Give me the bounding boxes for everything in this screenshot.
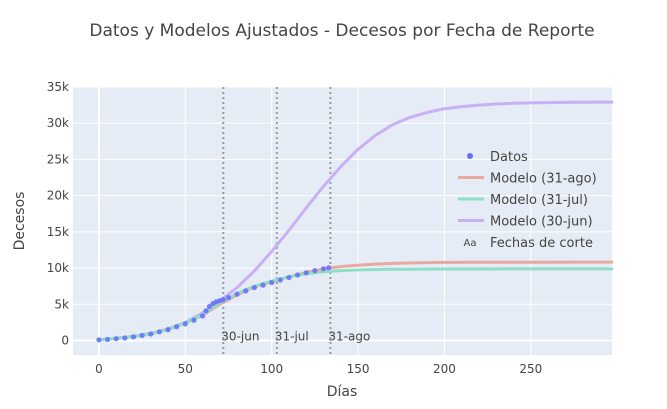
data-point (220, 296, 226, 303)
data-point (148, 331, 154, 337)
chart-title: Datos y Modelos Ajustados - Decesos por … (89, 21, 594, 41)
y-tick-label: 5k (54, 297, 69, 311)
x-tick-label: 100 (260, 362, 283, 376)
data-point (286, 274, 292, 281)
legend-text-symbol: Aa (464, 238, 477, 249)
legend-label: Modelo (31-jul) (490, 193, 588, 208)
y-tick-label: 15k (47, 225, 69, 239)
data-point (277, 277, 283, 283)
x-tick-label: 0 (95, 362, 103, 376)
data-point (260, 282, 266, 288)
data-point (206, 303, 213, 310)
data-point (165, 327, 171, 333)
data-point (234, 291, 240, 297)
y-tick-label: 30k (47, 116, 69, 130)
x-axis-title: Días (327, 384, 358, 400)
data-point (294, 272, 301, 278)
series-group (96, 100, 614, 343)
x-axis-ticks: 0 50 100 150 200 250 (95, 362, 542, 376)
legend-label: Fechas de corte (490, 236, 593, 251)
y-tick-label: 35k (47, 80, 69, 94)
y-tick-label: 20k (47, 189, 69, 203)
data-point (104, 336, 111, 343)
legend-label: Modelo (31-ago) (490, 172, 597, 187)
x-tick-label: 150 (347, 362, 370, 376)
legend-item[interactable]: Aa Fechas de corte (464, 236, 593, 251)
x-tick-label: 250 (519, 362, 542, 376)
legend-item[interactable]: Modelo (31-ago) (458, 172, 597, 187)
data-point (174, 324, 180, 330)
legend-label: Modelo (30-jun) (490, 215, 593, 230)
plot-area (73, 87, 612, 355)
data-point (122, 335, 128, 341)
data-point (303, 270, 309, 276)
legend-marker (467, 153, 473, 159)
data-point (96, 337, 102, 343)
cutoff-labels: 30-jun 31-jul 31-ago (221, 330, 370, 344)
y-tick-label: 25k (47, 152, 69, 166)
y-axis-title: Decesos (12, 192, 28, 251)
data-point (243, 288, 249, 294)
data-point (203, 308, 209, 314)
y-tick-label: 10k (47, 261, 69, 275)
data-point (269, 279, 275, 286)
data-point (312, 268, 318, 274)
data-point (225, 294, 232, 301)
data-point (326, 265, 332, 271)
data-point (251, 285, 257, 291)
legend-label: Datos (490, 150, 528, 165)
legend-item[interactable]: Modelo (30-jun) (458, 215, 593, 230)
data-point (199, 313, 206, 319)
x-tick-label: 50 (178, 362, 193, 376)
x-tick-label: 200 (433, 362, 456, 376)
legend-item[interactable]: Modelo (31-jul) (458, 193, 588, 208)
data-point (191, 317, 197, 323)
data-point (182, 321, 188, 327)
data-point (320, 266, 327, 272)
data-point (113, 336, 119, 342)
cutoff-label: 31-ago (328, 330, 370, 344)
y-tick-label: 0 (61, 334, 69, 348)
data-point (139, 332, 145, 339)
cutoff-label: 31-jul (275, 330, 309, 344)
data-point (156, 329, 162, 335)
data-point (130, 334, 137, 340)
legend[interactable]: Datos Modelo (31-ago) Modelo (31-jul) Model… (458, 150, 597, 251)
cutoff-label: 30-jun (221, 330, 259, 344)
grid (73, 86, 612, 355)
legend-item[interactable]: Datos (467, 150, 528, 165)
y-axis-ticks: 0 5k 10k 15k 20k 25k 30k 35k (47, 80, 69, 348)
